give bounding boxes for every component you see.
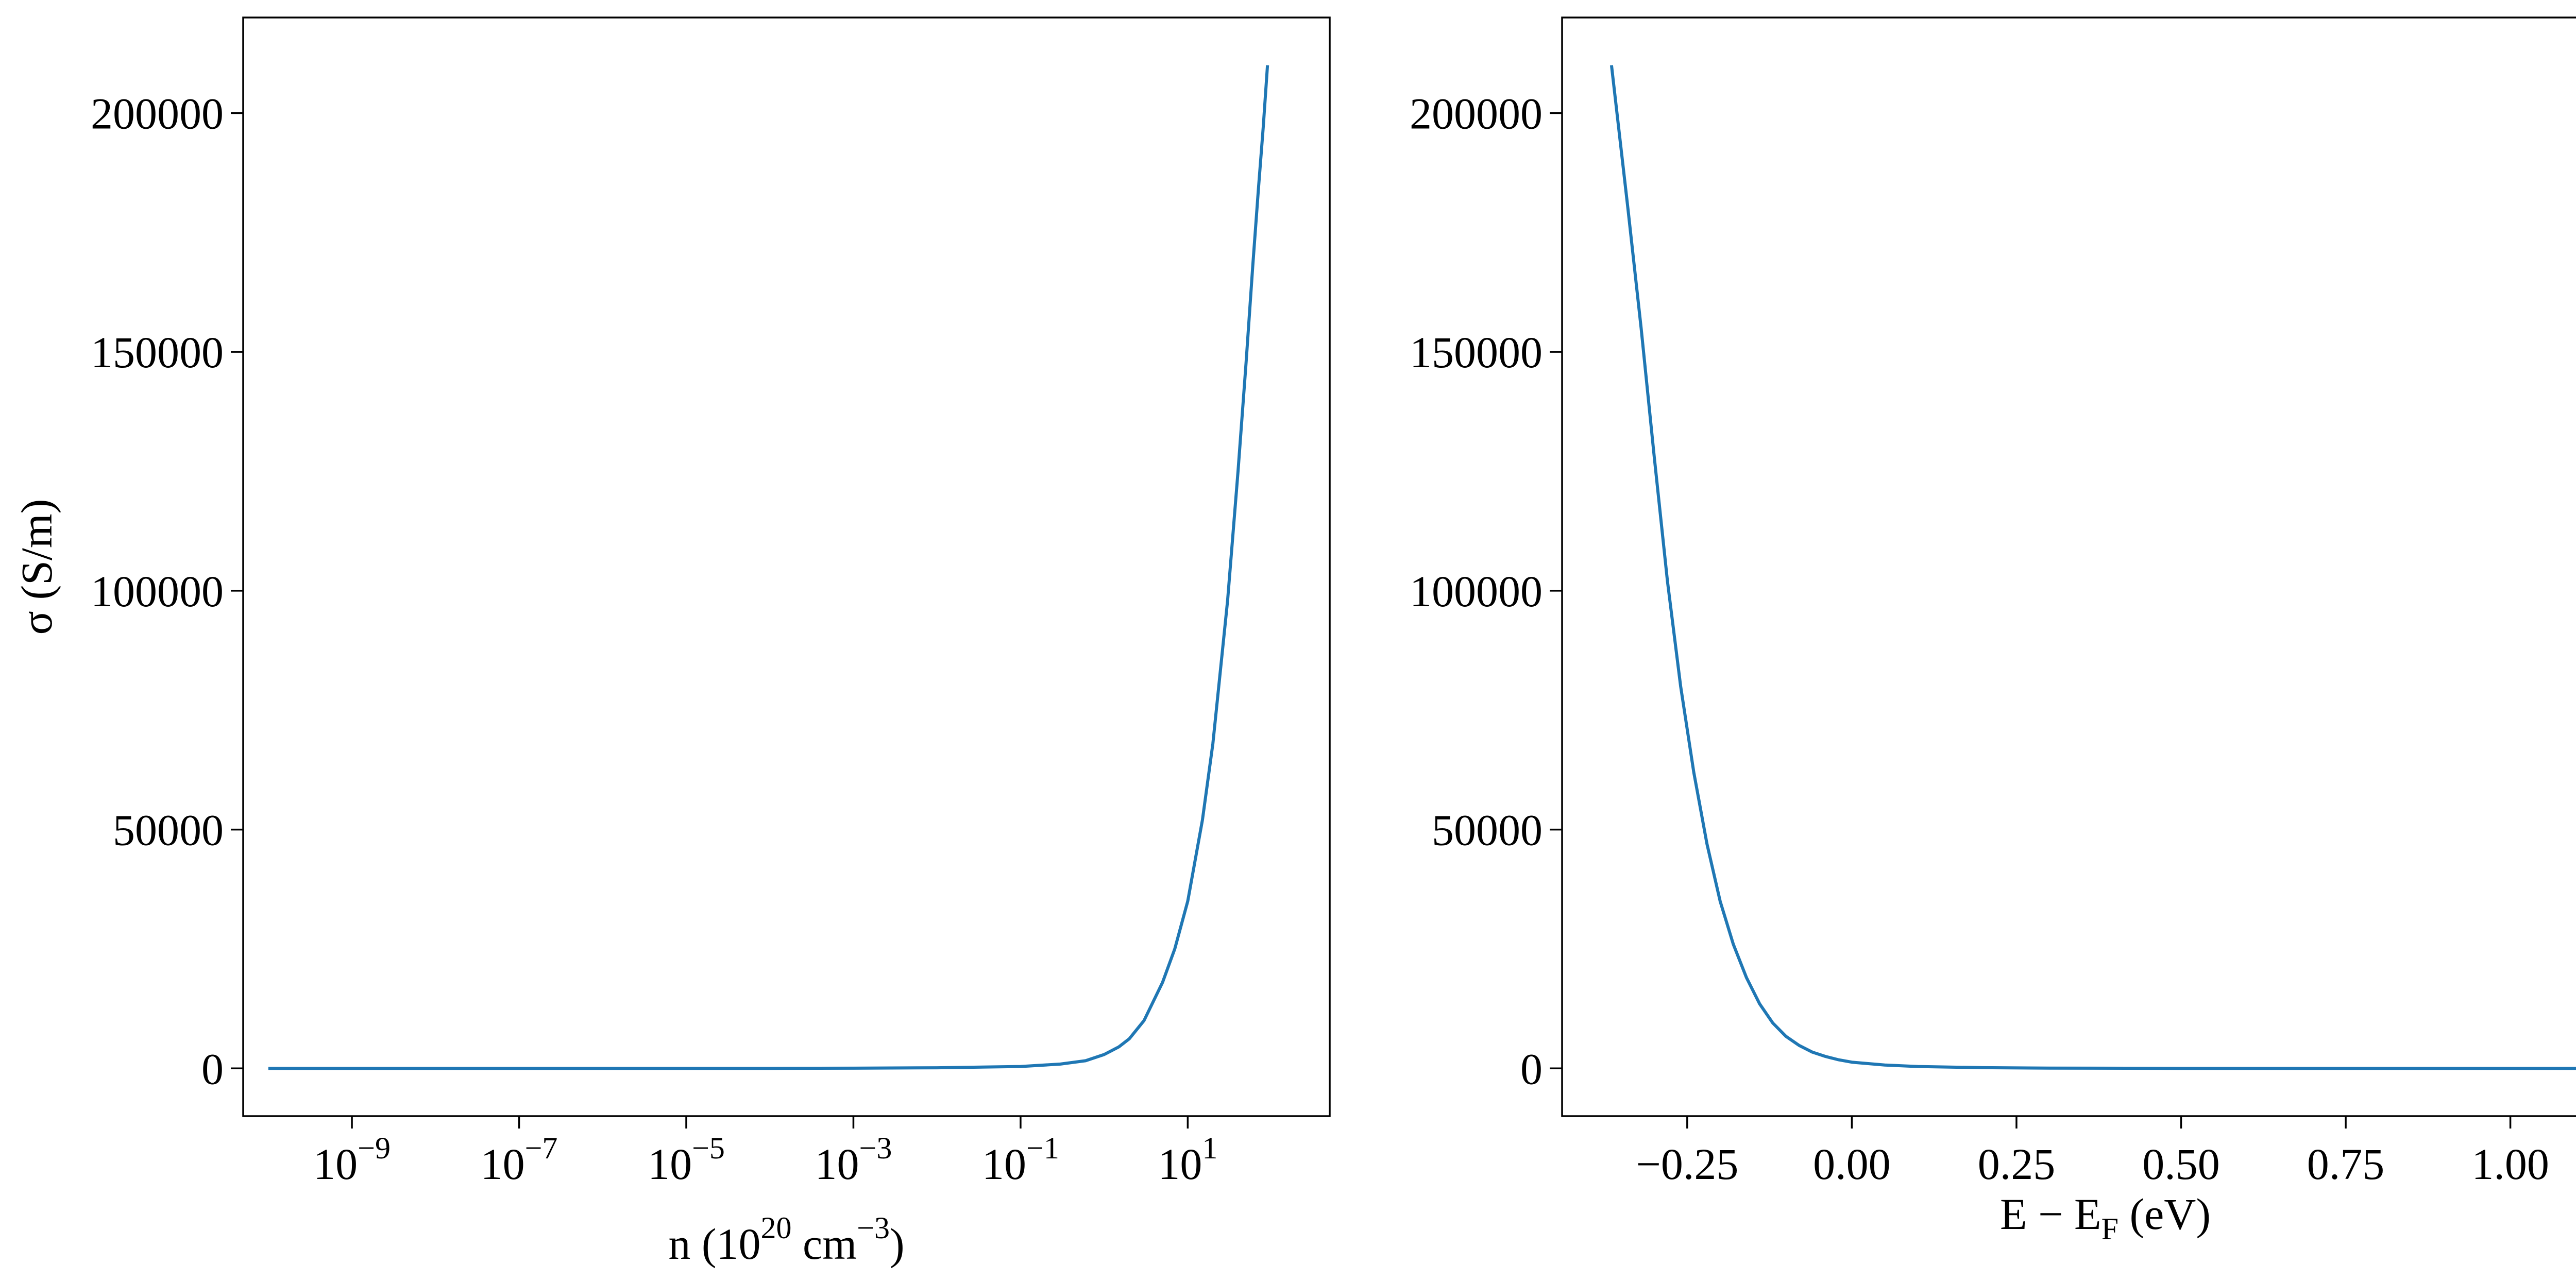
y-tick-label: 150000 xyxy=(1410,328,1543,377)
y-tick-label: 150000 xyxy=(91,328,224,377)
y-tick-label: 50000 xyxy=(1432,806,1543,855)
series-line-0 xyxy=(1609,65,2576,1070)
x-axis-label: E − EF (eV) xyxy=(2000,1189,2211,1246)
x-tick-label: 10−7 xyxy=(481,1131,558,1189)
x-tick-label: 10−3 xyxy=(815,1131,892,1189)
conductivity-vs-carrier-density-panel: 0 50000 100000 150000 200000 10−9 10−7 10−5 10−3… xyxy=(12,16,1331,1269)
x-tick-label: −0.25 xyxy=(1636,1139,1738,1189)
plot-frame xyxy=(1561,16,2576,1117)
y-tick-label: 50000 xyxy=(113,806,224,855)
y-tick-label: 200000 xyxy=(1410,89,1543,138)
x-tick-label: 10−9 xyxy=(313,1131,391,1189)
y-tick-label: 100000 xyxy=(91,567,224,616)
plot-frame xyxy=(242,16,1331,1117)
y-tick-label: 100000 xyxy=(1410,567,1543,616)
x-tick-label: 10−5 xyxy=(648,1131,725,1189)
y-axis-label: σ (S/m) xyxy=(12,499,61,635)
x-tick-label: 0.50 xyxy=(2142,1139,2220,1189)
y-tick-label: 0 xyxy=(1520,1044,1543,1093)
conductivity-vs-energy-panel: 0 50000 100000 150000 200000 −0.25 0.00 0.25 0.5… xyxy=(1410,16,2576,1246)
x-tick-label: 1.00 xyxy=(2471,1139,2549,1189)
x-axis-label: n (1020 cm−3) xyxy=(668,1211,904,1269)
y-tick-label: 200000 xyxy=(91,89,224,138)
x-tick-label: 0.75 xyxy=(2307,1139,2385,1189)
y-tick-label: 0 xyxy=(201,1044,224,1093)
x-tick-label: 101 xyxy=(1158,1131,1217,1189)
x-tick-label: 0.25 xyxy=(1978,1139,2056,1189)
x-tick-label: 10−1 xyxy=(982,1131,1059,1189)
x-tick-label: 0.00 xyxy=(1813,1139,1891,1189)
series-line-0 xyxy=(268,65,1269,1070)
